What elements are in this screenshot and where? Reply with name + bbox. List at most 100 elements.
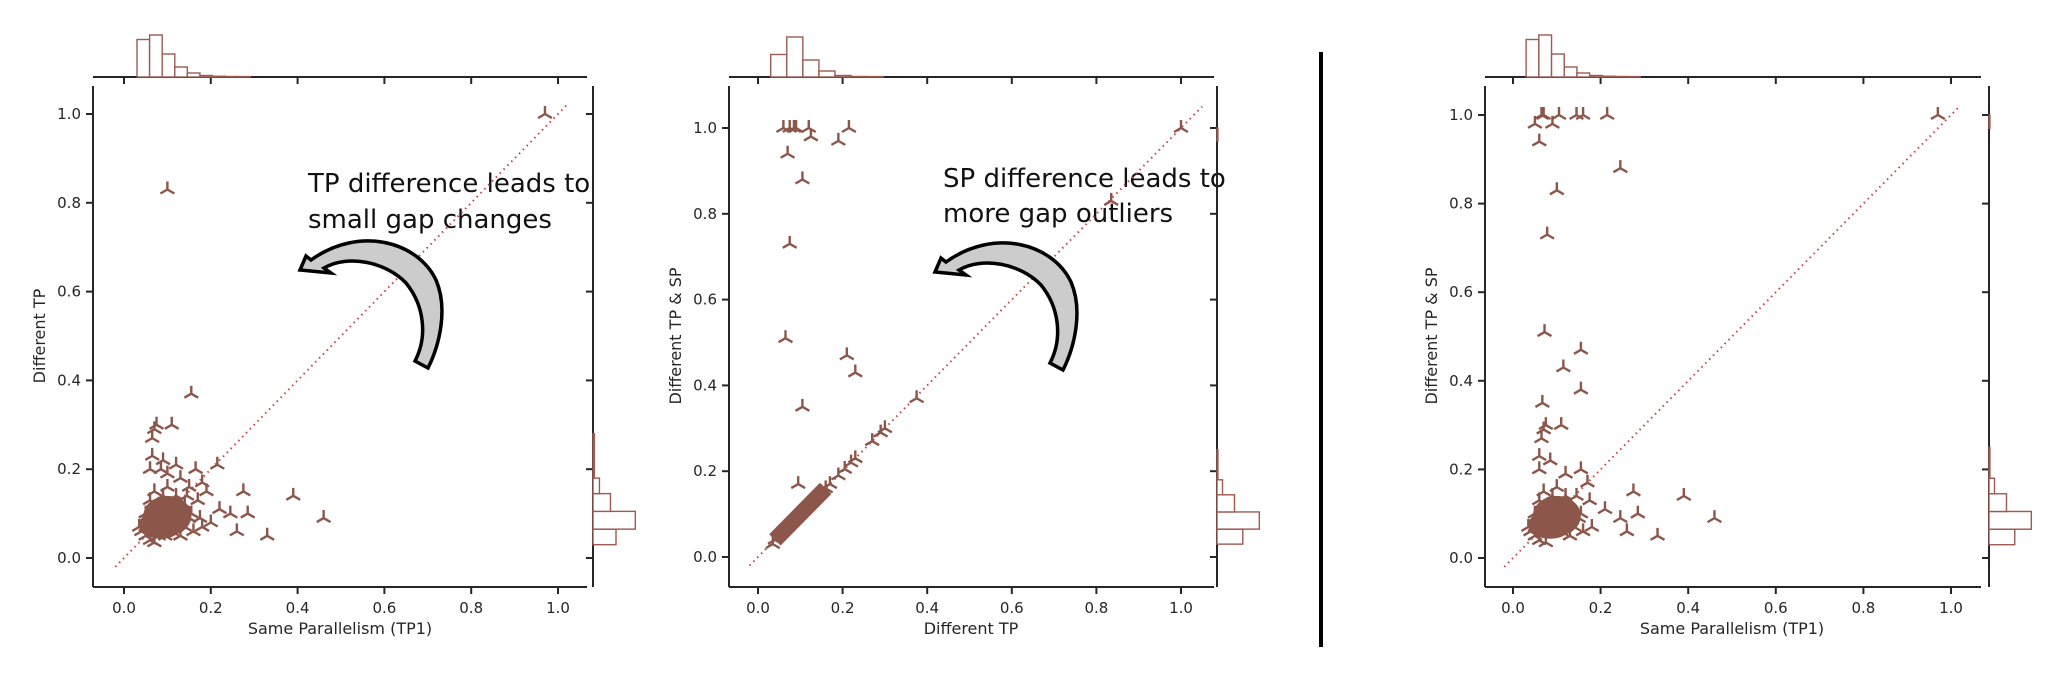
scatter-point: [1536, 421, 1552, 435]
scatter-point: [1173, 120, 1189, 134]
scatter-point: [1539, 226, 1555, 240]
scatter-point: [873, 424, 889, 438]
right-histogram-bar: [1988, 114, 1991, 129]
x-tick-label: 0.2: [199, 599, 223, 617]
x-tick-label: 0.8: [459, 599, 483, 617]
scatter-point: [1536, 107, 1552, 121]
y-tick-label: 0.6: [1449, 283, 1473, 301]
right-histogram-bar: [592, 477, 601, 495]
scatter-point: [285, 487, 301, 501]
scatter-point: [144, 430, 160, 444]
right-histogram-bar: [1988, 477, 1996, 495]
scatter-point: [159, 465, 175, 479]
scatter-point: [1630, 505, 1646, 519]
scatter-point: [1527, 115, 1543, 129]
scatter-point: [864, 433, 880, 447]
scatter-point: [1597, 501, 1613, 515]
scatter-point: [782, 235, 798, 249]
top-histogram-bar: [186, 72, 201, 78]
x-tick-label: 0.4: [286, 599, 310, 617]
y-axis-label: Different TP & SP: [666, 267, 685, 404]
scatter-point: [209, 456, 225, 470]
y-tick-label: 0.8: [693, 205, 717, 223]
joint-plot-diff-tp-vs-diff-tp-sp: Different TP Different TP & SP SP differ…: [666, 36, 1261, 638]
x-tick-label: 0.6: [1000, 599, 1024, 617]
scatter-point: [198, 483, 214, 497]
scatter-point: [240, 505, 256, 519]
annotation-line-2: small gap changes: [308, 205, 552, 235]
y-tick-label: 0.4: [1449, 372, 1473, 390]
y-tick-label: 1.0: [693, 119, 717, 137]
scatter-point: [222, 505, 238, 519]
scatter-point: [1537, 324, 1553, 338]
scatter-point: [142, 461, 158, 475]
annotation-line-1: TP difference leads to: [307, 169, 590, 199]
x-tick-label: 0.4: [915, 599, 939, 617]
right-histogram-bar: [1988, 493, 2008, 513]
scatter-point: [830, 467, 846, 481]
right-histogram-bar: [592, 492, 612, 513]
y-tick-label: 0.6: [693, 291, 717, 309]
x-tick-label: 0.6: [372, 599, 396, 617]
x-tick-label: 0.8: [1851, 599, 1875, 617]
scatter-point: [803, 128, 819, 142]
curved-arrow-icon: [297, 239, 444, 371]
right-histogram-bar: [1216, 479, 1224, 496]
right-histogram-bar: [592, 510, 637, 530]
scatter-dense-cluster: [1528, 510, 1573, 539]
top-histogram-bar: [1550, 53, 1565, 78]
scatter-point: [1575, 107, 1591, 121]
scatter-point: [1558, 465, 1574, 479]
scatter-point: [839, 347, 855, 361]
scatter-point: [1584, 518, 1600, 533]
top-histogram-bar: [818, 70, 836, 78]
scatter-point: [1531, 461, 1547, 475]
scatter-point: [841, 120, 857, 134]
top-histogram-bar: [834, 74, 852, 78]
scatter-dense-diagonal: [769, 482, 832, 546]
scatter-point: [192, 510, 208, 524]
scatter-point: [790, 476, 806, 490]
curved-arrow-icon: [932, 241, 1079, 373]
scatter-point: [211, 501, 228, 515]
scatter-point: [1549, 182, 1565, 196]
top-histogram-bar: [1601, 75, 1616, 78]
y-axis-label: Different TP & SP: [1422, 267, 1441, 404]
y-tick-label: 0.4: [693, 376, 717, 394]
scatter-point: [1553, 417, 1569, 431]
top-histogram-bar: [136, 38, 151, 78]
scatter-point: [777, 330, 794, 344]
scatter-point: [1568, 487, 1585, 502]
scatter-point: [1531, 133, 1547, 147]
x-tick-label: 0.8: [1084, 599, 1108, 617]
top-histogram-bar: [148, 34, 163, 78]
scatter-point: [1542, 452, 1558, 466]
scatter-point: [780, 145, 796, 159]
scatter-point: [1706, 510, 1723, 524]
scatter-point: [1650, 527, 1666, 541]
top-histogram-bar: [224, 75, 239, 78]
top-histogram-bar: [769, 53, 788, 78]
scatter-point: [159, 181, 175, 195]
scatter-point: [1625, 483, 1641, 497]
x-tick-label: 0.0: [112, 599, 136, 617]
scatter-point: [316, 510, 332, 524]
top-histogram-bar: [174, 66, 189, 78]
x-tick-label: 0.4: [1676, 599, 1700, 617]
top-histogram-bar: [199, 74, 214, 78]
scatter-point: [1582, 492, 1598, 506]
scatter-point: [1534, 394, 1550, 408]
scatter-point: [794, 171, 810, 185]
scatter-point: [144, 447, 160, 461]
scatter-point: [259, 527, 275, 541]
y-tick-label: 1.0: [57, 105, 81, 123]
scatter-point: [847, 364, 863, 378]
top-histogram-bar: [1588, 74, 1604, 78]
x-axis-label: Different TP: [924, 619, 1019, 638]
right-histogram-bar: [1988, 446, 1991, 479]
right-histogram-bar: [592, 528, 617, 546]
scatter-point: [1579, 474, 1595, 488]
right-histogram-bar: [1216, 511, 1261, 530]
scatter-point: [1573, 381, 1589, 395]
